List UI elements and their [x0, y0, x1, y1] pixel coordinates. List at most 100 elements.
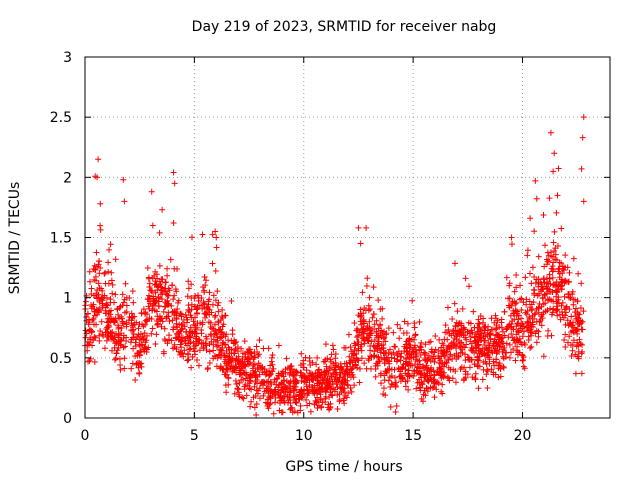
- data-point: [187, 345, 194, 352]
- data-point: [580, 308, 587, 315]
- data-point: [194, 357, 201, 364]
- data-point: [399, 364, 406, 371]
- data-point: [180, 353, 187, 360]
- data-point: [105, 268, 112, 275]
- data-point: [535, 305, 542, 312]
- data-point: [217, 326, 224, 333]
- data-point: [476, 363, 483, 370]
- data-point: [452, 260, 459, 267]
- data-point: [146, 280, 153, 287]
- data-point: [500, 364, 507, 371]
- data-point: [418, 339, 425, 346]
- data-point: [134, 333, 141, 340]
- data-point: [219, 340, 226, 347]
- data-point: [382, 368, 389, 375]
- data-point: [431, 358, 438, 365]
- data-point: [366, 294, 373, 301]
- data-point: [92, 312, 99, 319]
- data-point: [201, 287, 208, 294]
- data-point: [375, 334, 382, 341]
- data-point: [433, 386, 440, 393]
- data-point: [267, 392, 274, 399]
- data-point: [350, 354, 357, 361]
- data-point: [262, 399, 269, 406]
- data-point: [380, 385, 387, 392]
- data-point: [542, 242, 549, 249]
- data-point: [523, 311, 530, 318]
- data-point: [107, 296, 114, 303]
- data-point: [417, 361, 424, 368]
- data-point: [230, 365, 237, 372]
- data-point: [101, 270, 108, 277]
- data-point: [428, 374, 435, 381]
- data-point: [523, 296, 530, 303]
- data-point: [236, 393, 243, 400]
- data-point: [233, 355, 240, 362]
- data-point: [526, 322, 533, 329]
- data-point: [263, 387, 270, 394]
- data-point: [200, 339, 207, 346]
- data-point: [486, 342, 493, 349]
- data-point: [575, 348, 582, 355]
- data-point: [551, 247, 558, 254]
- data-point: [404, 372, 411, 379]
- data-point: [476, 320, 483, 327]
- data-point: [325, 367, 332, 374]
- data-point: [567, 295, 574, 302]
- data-point: [185, 356, 192, 363]
- y-tick-label: 2: [63, 170, 72, 186]
- data-point: [425, 378, 432, 385]
- data-point: [442, 322, 449, 329]
- data-point: [477, 312, 484, 319]
- data-point: [456, 332, 463, 339]
- data-point: [272, 394, 279, 401]
- data-point: [375, 325, 382, 332]
- data-point: [494, 342, 501, 349]
- data-point: [265, 345, 272, 352]
- data-point: [529, 319, 536, 326]
- data-point: [472, 376, 479, 383]
- data-point: [303, 367, 310, 374]
- data-point: [319, 376, 326, 383]
- data-point: [453, 345, 460, 352]
- data-point: [117, 303, 124, 310]
- data-point: [475, 385, 482, 392]
- data-point: [102, 280, 109, 287]
- data-point: [431, 371, 438, 378]
- data-point: [198, 326, 205, 333]
- data-point: [512, 307, 519, 314]
- data-point: [255, 366, 262, 373]
- data-point: [293, 386, 300, 393]
- data-point: [91, 333, 98, 340]
- data-point: [297, 362, 304, 369]
- data-point: [96, 337, 103, 344]
- data-point: [256, 395, 263, 402]
- data-point: [183, 328, 190, 335]
- data-point: [345, 331, 352, 338]
- data-point: [483, 347, 490, 354]
- data-point: [547, 288, 554, 295]
- data-point: [134, 350, 141, 357]
- data-point: [243, 372, 250, 379]
- data-point: [151, 282, 158, 289]
- data-point: [494, 331, 501, 338]
- data-point: [365, 302, 372, 309]
- data-point: [548, 252, 555, 259]
- data-point: [462, 275, 469, 282]
- data-point: [177, 328, 184, 335]
- data-point: [469, 374, 476, 381]
- data-point: [152, 341, 159, 348]
- x-tick-label: 10: [295, 428, 313, 444]
- data-point: [340, 373, 347, 380]
- data-point: [355, 347, 362, 354]
- data-point: [129, 288, 136, 295]
- data-point: [141, 330, 148, 337]
- x-tick-labels: 0 5 10 15 20: [81, 428, 532, 444]
- data-point: [213, 343, 220, 350]
- data-point: [513, 284, 520, 291]
- data-point: [546, 271, 553, 278]
- data-point: [363, 365, 370, 372]
- data-point: [304, 391, 311, 398]
- data-point: [388, 351, 395, 358]
- data-point: [181, 323, 188, 330]
